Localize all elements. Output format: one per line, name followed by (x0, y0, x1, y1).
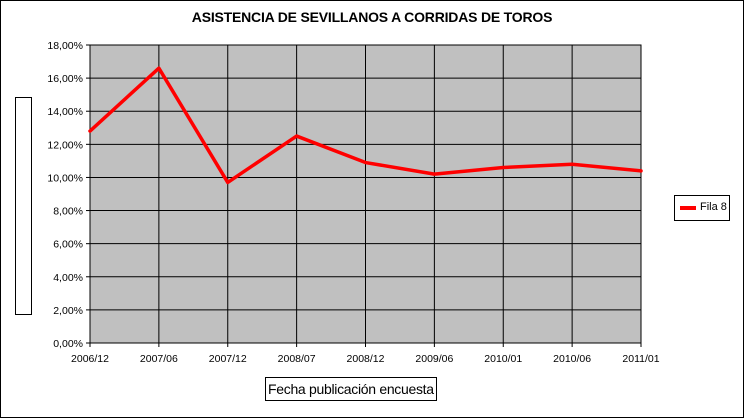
y-tick-label: 18,00% (47, 40, 83, 52)
x-tick-label: 2010/01 (484, 353, 522, 365)
y-tick-label: 4,00% (53, 272, 83, 284)
chart-title: ASISTENCIA DE SEVILLANOS A CORRIDAS DE T… (191, 9, 553, 25)
x-tick-label: 2011/01 (622, 353, 659, 365)
x-tick-label: 2010/06 (553, 353, 591, 365)
y-tick-label: 0,00% (53, 338, 83, 350)
y-tick-label: 8,00% (53, 206, 83, 218)
y-tick-label: 10,00% (47, 172, 83, 184)
x-tick-label: 2007/12 (209, 353, 247, 365)
y-axis-title-box (15, 97, 32, 315)
plot-border (89, 44, 642, 344)
axes (86, 44, 642, 347)
y-tick-labels: 0,00% 2,00% 4,00% 6,00% 8,00% 10,00% 12,00% 14,… (47, 40, 83, 350)
y-tick-label: 16,00% (47, 73, 83, 85)
legend-label-fila-8: Fila 8 (700, 201, 727, 213)
legend-swatch-fila-8 (680, 206, 696, 210)
y-tick-label: 14,00% (47, 106, 83, 118)
x-tick-label: 2007/06 (140, 353, 178, 365)
y-tick-label: 6,00% (53, 239, 83, 251)
x-tick-labels: 2006/12 2007/06 2007/12 2008/07 2008/12 2009/… (71, 353, 660, 365)
x-tick-label: 2006/12 (71, 353, 109, 365)
legend: Fila 8 (674, 195, 730, 221)
x-axis-title: Fecha publicación encuesta (265, 377, 437, 401)
y-tick-label: 12,00% (47, 139, 83, 151)
x-tick-label: 2008/12 (347, 353, 385, 365)
x-tick-label: 2009/06 (415, 353, 453, 365)
x-tick-label: 2008/07 (278, 353, 316, 365)
y-tick-label: 2,00% (53, 305, 83, 317)
series-lines (88, 66, 643, 185)
series-line-fila-8 (88, 66, 643, 185)
